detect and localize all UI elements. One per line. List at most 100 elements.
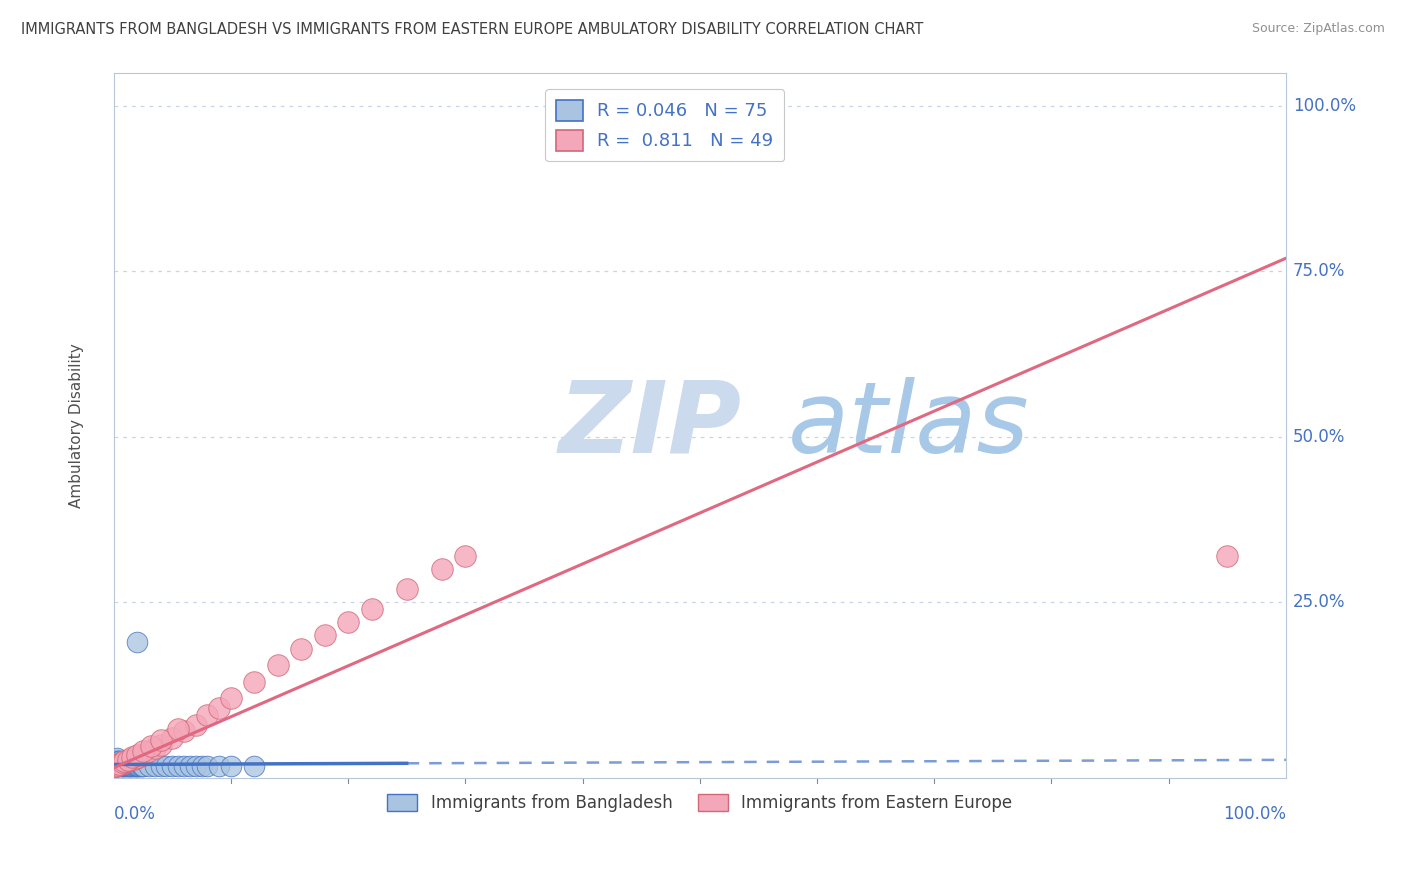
Point: [184, 759, 207, 773]
Text: 50.0%: 50.0%: [1294, 428, 1346, 446]
Point: [112, 758, 135, 772]
Point: [114, 759, 136, 773]
Point: [108, 759, 131, 773]
Point: [112, 756, 135, 771]
Point: [267, 658, 290, 673]
Point: [125, 759, 148, 773]
Point: [155, 759, 177, 773]
Point: [197, 707, 219, 722]
Point: [395, 582, 418, 596]
Point: [111, 756, 134, 771]
Point: [114, 758, 136, 772]
Text: 25.0%: 25.0%: [1294, 593, 1346, 611]
Point: [107, 757, 129, 772]
Point: [117, 754, 139, 768]
Point: [117, 758, 139, 772]
Point: [105, 754, 128, 768]
Point: [111, 756, 134, 771]
Point: [190, 759, 212, 773]
Text: 100.0%: 100.0%: [1223, 805, 1286, 823]
Point: [143, 759, 166, 773]
Point: [167, 759, 190, 773]
Point: [105, 756, 128, 770]
Point: [314, 628, 336, 642]
Point: [138, 744, 160, 758]
Point: [160, 759, 183, 773]
Point: [107, 754, 129, 768]
Point: [243, 759, 266, 773]
Point: [108, 754, 131, 768]
Point: [104, 756, 127, 770]
Point: [173, 759, 195, 773]
Point: [111, 756, 134, 770]
Text: Ambulatory Disability: Ambulatory Disability: [69, 343, 83, 508]
Legend: Immigrants from Bangladesh, Immigrants from Eastern Europe: Immigrants from Bangladesh, Immigrants f…: [381, 788, 1019, 819]
Point: [120, 752, 142, 766]
Point: [111, 756, 134, 770]
Point: [125, 751, 148, 765]
Point: [160, 731, 183, 745]
Point: [132, 747, 155, 762]
Point: [149, 733, 172, 747]
Point: [129, 759, 152, 773]
Point: [108, 756, 131, 770]
Point: [111, 759, 134, 773]
Point: [104, 759, 127, 773]
Point: [290, 641, 312, 656]
Point: [105, 758, 128, 772]
Point: [111, 756, 134, 771]
Point: [125, 759, 148, 773]
Point: [114, 756, 136, 771]
Point: [121, 750, 143, 764]
Text: ZIP: ZIP: [560, 376, 742, 474]
Point: [115, 759, 138, 773]
Point: [110, 758, 132, 772]
Point: [111, 756, 134, 771]
Point: [107, 758, 129, 772]
Point: [105, 751, 128, 765]
Text: atlas: atlas: [787, 376, 1029, 474]
Point: [121, 759, 143, 773]
Point: [1216, 549, 1239, 563]
Point: [115, 758, 138, 772]
Point: [104, 758, 127, 772]
Point: [128, 759, 150, 773]
Point: [110, 756, 132, 770]
Point: [337, 615, 360, 630]
Point: [139, 739, 162, 753]
Point: [118, 758, 141, 772]
Point: [112, 754, 135, 768]
Point: [108, 756, 131, 771]
Point: [112, 756, 135, 770]
Point: [105, 758, 128, 772]
Point: [173, 724, 195, 739]
Point: [125, 635, 148, 649]
Point: [138, 759, 160, 773]
Point: [430, 562, 453, 576]
Point: [118, 759, 141, 773]
Point: [114, 755, 136, 769]
Point: [132, 743, 155, 757]
Point: [104, 759, 127, 773]
Point: [120, 759, 142, 773]
Point: [105, 758, 128, 772]
Point: [118, 759, 141, 773]
Point: [117, 753, 139, 767]
Point: [110, 759, 132, 773]
Point: [132, 759, 155, 773]
Point: [118, 753, 141, 767]
Text: IMMIGRANTS FROM BANGLADESH VS IMMIGRANTS FROM EASTERN EUROPE AMBULATORY DISABILI: IMMIGRANTS FROM BANGLADESH VS IMMIGRANTS…: [21, 22, 924, 37]
Point: [360, 602, 382, 616]
Point: [104, 756, 127, 771]
Point: [197, 759, 219, 773]
Point: [143, 740, 166, 755]
Point: [104, 758, 127, 772]
Point: [127, 759, 149, 773]
Point: [184, 718, 207, 732]
Point: [107, 756, 129, 771]
Point: [108, 757, 131, 772]
Point: [105, 759, 128, 773]
Point: [149, 759, 172, 773]
Text: 100.0%: 100.0%: [1294, 97, 1355, 115]
Point: [454, 549, 477, 563]
